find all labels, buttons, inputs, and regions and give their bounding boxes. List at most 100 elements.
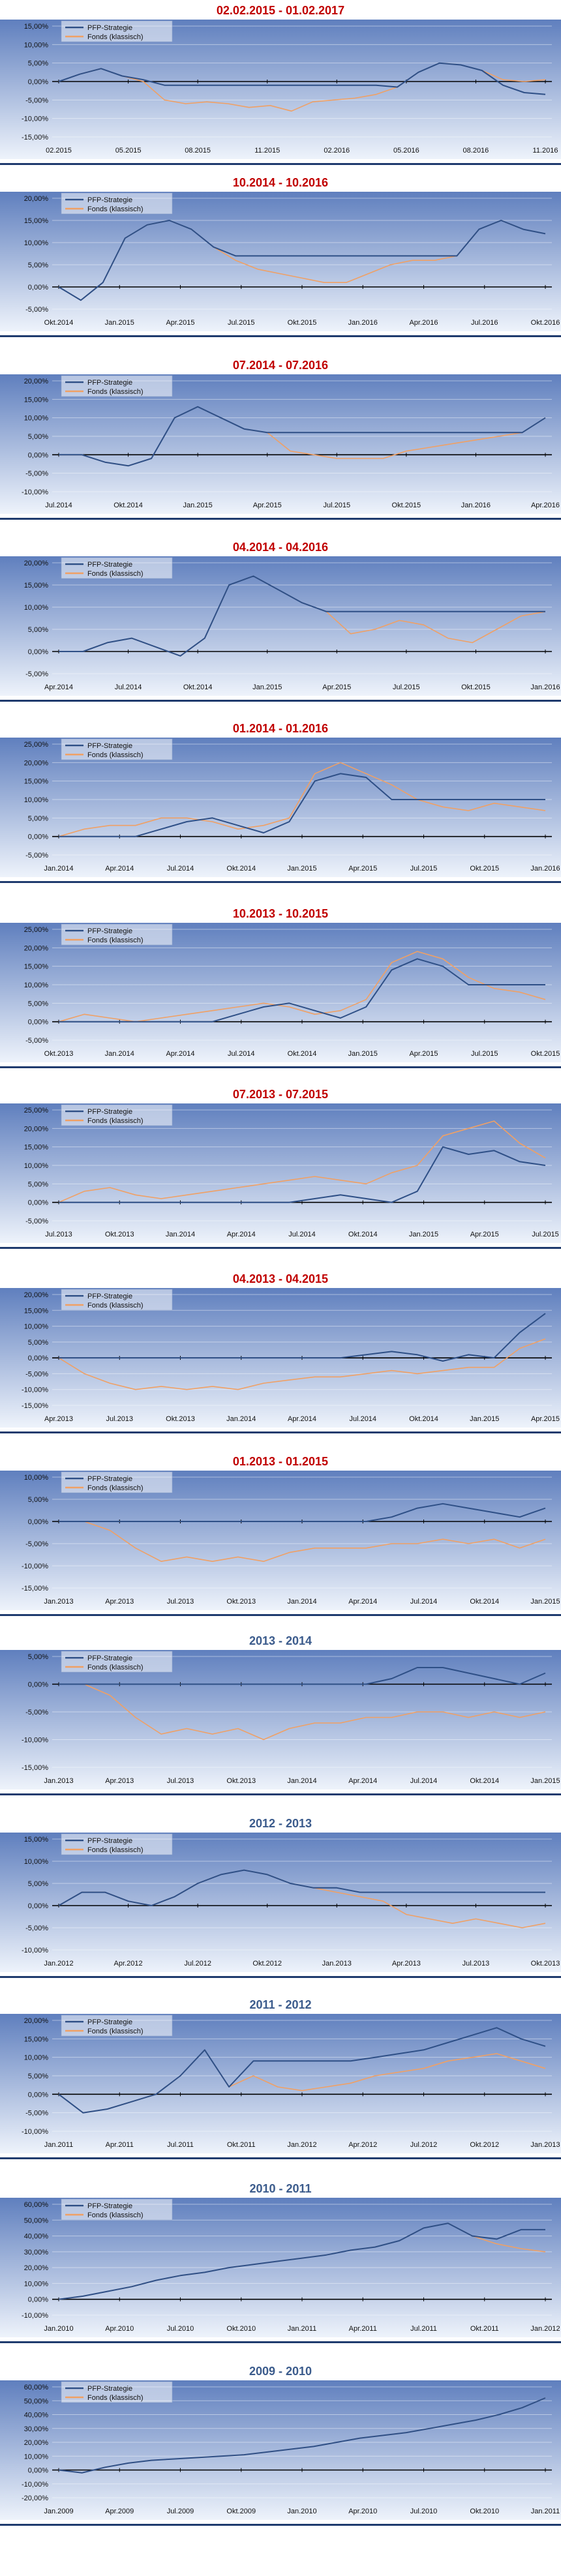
series-line-pfp-strategie xyxy=(59,1146,546,1203)
x-tick-label: Jul.2015 xyxy=(393,683,420,691)
chart-plot: -5,00% 0,00% 5,00% 10,00% 15,00% 20,00% 25,00%… xyxy=(0,738,561,877)
x-tick-label: Apr.2013 xyxy=(392,1960,421,1968)
x-tick-label: Jan.2016 xyxy=(530,683,560,691)
y-tick-label: 15,00% xyxy=(24,2035,49,2043)
x-tick-label: Okt.2011 xyxy=(227,2141,256,2149)
x-tick-label: Apr.2014 xyxy=(348,1598,377,1606)
x-tick-label: Jul.2015 xyxy=(410,865,438,873)
series-line-fonds-klassisch xyxy=(59,1521,546,1562)
chart-title: 10.2014 - 10.2016 xyxy=(232,176,329,189)
x-tick-label: Apr.2014 xyxy=(288,1415,316,1423)
y-tick-label: 25,00% xyxy=(24,741,49,749)
y-tick-label: 0,00% xyxy=(28,451,48,459)
y-tick-label: 0,00% xyxy=(28,1199,48,1207)
panel-divider xyxy=(0,1247,561,1249)
y-tick-label: 0,00% xyxy=(28,2467,48,2475)
chart-title: 2011 - 2012 xyxy=(249,1998,312,2011)
series-line-pfp-strategie xyxy=(58,2223,545,2300)
y-tick-label: 5,00% xyxy=(28,433,48,441)
panel-divider xyxy=(0,1431,561,1433)
y-tick-label: 15,00% xyxy=(24,23,49,31)
chart-plot: -10,00% -5,00% 0,00% 5,00% 10,00% 15,00% 20,00… xyxy=(0,374,561,514)
y-tick-label: -15,00% xyxy=(22,134,48,142)
y-tick-label: -10,00% xyxy=(22,2312,48,2320)
legend-label: PFP-Strategie xyxy=(87,561,132,569)
x-tick-label: Jan.2015 xyxy=(470,1415,499,1423)
plot-background xyxy=(0,1471,561,1610)
x-tick-label: 08.2015 xyxy=(185,147,211,155)
y-tick-label: 20,00% xyxy=(24,195,49,203)
x-tick-label: Okt.2014 xyxy=(226,865,256,873)
legend-label: PFP-Strategie xyxy=(87,927,132,935)
y-tick-label: 15,00% xyxy=(24,396,49,404)
y-tick-label: -5,00% xyxy=(25,1709,48,1716)
x-tick-label: Apr.2015 xyxy=(531,1415,560,1423)
y-tick-label: 0,00% xyxy=(28,2296,48,2304)
x-tick-label: Jan.2013 xyxy=(322,1960,352,1968)
y-tick-label: 20,00% xyxy=(24,759,49,767)
chart-title: 01.2014 - 01.2016 xyxy=(232,722,329,735)
x-tick-label: Apr.2010 xyxy=(348,2508,377,2515)
chart-plot: -10,00% -5,00% 0,00% 5,00% 10,00% 15,00% Jan.2… xyxy=(0,1833,561,1972)
chart-panel: 10.2013 - 10.2015 -5,00% 0,00% 5,00% 10,00% 1… xyxy=(0,903,561,1074)
y-tick-label: 40,00% xyxy=(24,2412,49,2419)
x-tick-label: Jul.2014 xyxy=(45,502,72,509)
x-tick-label: Jan.2014 xyxy=(44,865,73,873)
chart-plot: -10,00% -5,00% 0,00% 5,00% 10,00% 15,00% 20,00… xyxy=(0,2014,561,2153)
x-tick-label: Jul.2014 xyxy=(349,1415,376,1423)
series-line-pfp-strategie xyxy=(58,1869,545,1906)
legend-label: PFP-Strategie xyxy=(87,1108,132,1116)
x-tick-label: Jul.2012 xyxy=(410,2141,438,2149)
chart-panel: 2011 - 2012 -10,00% -5,00% 0,00% 5,00% 10,00%… xyxy=(0,1994,561,2165)
y-tick-label: 10,00% xyxy=(24,981,49,989)
series-line-fonds-klassisch xyxy=(58,1120,546,1203)
y-tick-label: 0,00% xyxy=(28,2091,48,2099)
chart-title: 2010 - 2011 xyxy=(249,2182,312,2195)
x-tick-label: Okt.2013 xyxy=(105,1231,134,1238)
chart-title: 10.2013 - 10.2015 xyxy=(232,907,329,920)
series-line-pfp-strategie xyxy=(58,220,546,301)
x-tick-label: Jan.2016 xyxy=(530,865,560,873)
legend-label: Fonds (klassisch) xyxy=(87,2394,144,2402)
y-tick-label: 10,00% xyxy=(24,2054,49,2062)
chart-title: 2009 - 2010 xyxy=(249,2365,312,2378)
legend-label: Fonds (klassisch) xyxy=(87,1484,144,1492)
x-tick-label: Apr.2014 xyxy=(44,683,73,691)
chart-panel: 2012 - 2013 -10,00% -5,00% 0,00% 5,00% 10,00%… xyxy=(0,1813,561,1984)
x-tick-label: Jul.2013 xyxy=(106,1415,133,1423)
y-tick-label: 15,00% xyxy=(24,778,49,786)
plot-background xyxy=(0,20,561,159)
x-tick-label: Okt.2013 xyxy=(226,1598,256,1606)
y-tick-label: 15,00% xyxy=(24,217,49,225)
chart-plot: -10,00% 0,00% 10,00% 20,00% 30,00% 40,00% 50,0… xyxy=(0,2198,561,2337)
legend-label: PFP-Strategie xyxy=(87,379,132,387)
x-tick-label: Okt.2013 xyxy=(531,1960,560,1968)
x-tick-label: Jan.2013 xyxy=(44,1777,73,1785)
y-tick-label: -15,00% xyxy=(22,1402,48,1410)
y-tick-label: 60,00% xyxy=(24,2384,49,2391)
series-line-pfp-strategie xyxy=(59,575,545,657)
x-tick-label: Jul.2015 xyxy=(228,319,255,327)
y-tick-label: 20,00% xyxy=(24,2264,49,2272)
x-tick-label: Apr.2015 xyxy=(348,865,377,873)
x-tick-label: Jul.2013 xyxy=(462,1960,490,1968)
x-tick-label: Jul.2014 xyxy=(410,1598,438,1606)
plot-background xyxy=(0,374,561,514)
x-tick-label: Apr.2015 xyxy=(253,502,282,509)
y-tick-label: 0,00% xyxy=(28,284,48,292)
x-tick-label: 05.2015 xyxy=(115,147,142,155)
panel-divider xyxy=(0,1066,561,1068)
x-tick-label: 11.2016 xyxy=(533,147,558,155)
legend-box xyxy=(61,557,173,579)
x-tick-label: Okt.2016 xyxy=(531,319,560,327)
y-tick-label: 10,00% xyxy=(24,415,49,423)
y-tick-label: 10,00% xyxy=(24,41,49,49)
y-tick-label: 0,00% xyxy=(28,1019,48,1026)
panel-divider xyxy=(0,1976,561,1978)
legend-label: Fonds (klassisch) xyxy=(87,570,144,578)
x-tick-label: Jul.2011 xyxy=(410,2325,437,2333)
chart-panel: 2013 - 2014 -15,00% -10,00% -5,00% 0,00% 5,00… xyxy=(0,1630,561,1801)
plot-background xyxy=(0,1833,561,1972)
legend-box xyxy=(61,1104,173,1126)
chart-title: 02.02.2015 - 01.02.2017 xyxy=(216,4,345,17)
